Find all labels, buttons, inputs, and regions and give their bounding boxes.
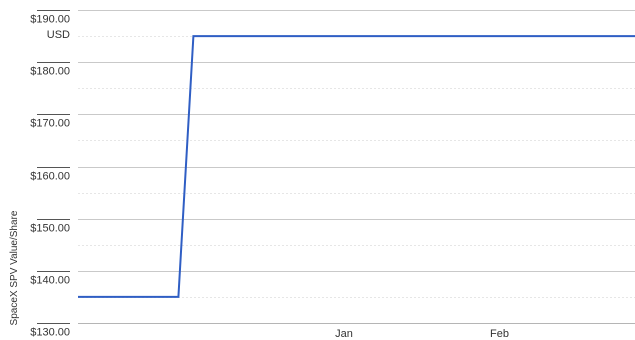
grid: [78, 10, 635, 298]
y-tick-label: $160.00: [30, 171, 70, 183]
y-tick-label: $170.00: [30, 118, 70, 130]
y-tick-label: $150.00: [30, 223, 70, 235]
series-line: [78, 35, 635, 298]
y-tick-label: $130.00: [30, 327, 70, 339]
labels: $190.00 $180.00 $170.00 $160.00 $150.00 $140.…: [30, 14, 509, 340]
y-tick-label: $180.00: [30, 66, 70, 78]
series-layer: [78, 35, 635, 298]
unit-label: USD: [47, 29, 70, 41]
y-axis-title: SpaceX SPV Value/Share: [9, 210, 20, 325]
x-tick-label: Feb: [490, 328, 509, 340]
axes: [37, 10, 635, 324]
x-tick-label: Jan: [335, 328, 353, 340]
y-tick-label: $140.00: [30, 275, 70, 287]
y-tick-label: $190.00: [30, 14, 70, 26]
